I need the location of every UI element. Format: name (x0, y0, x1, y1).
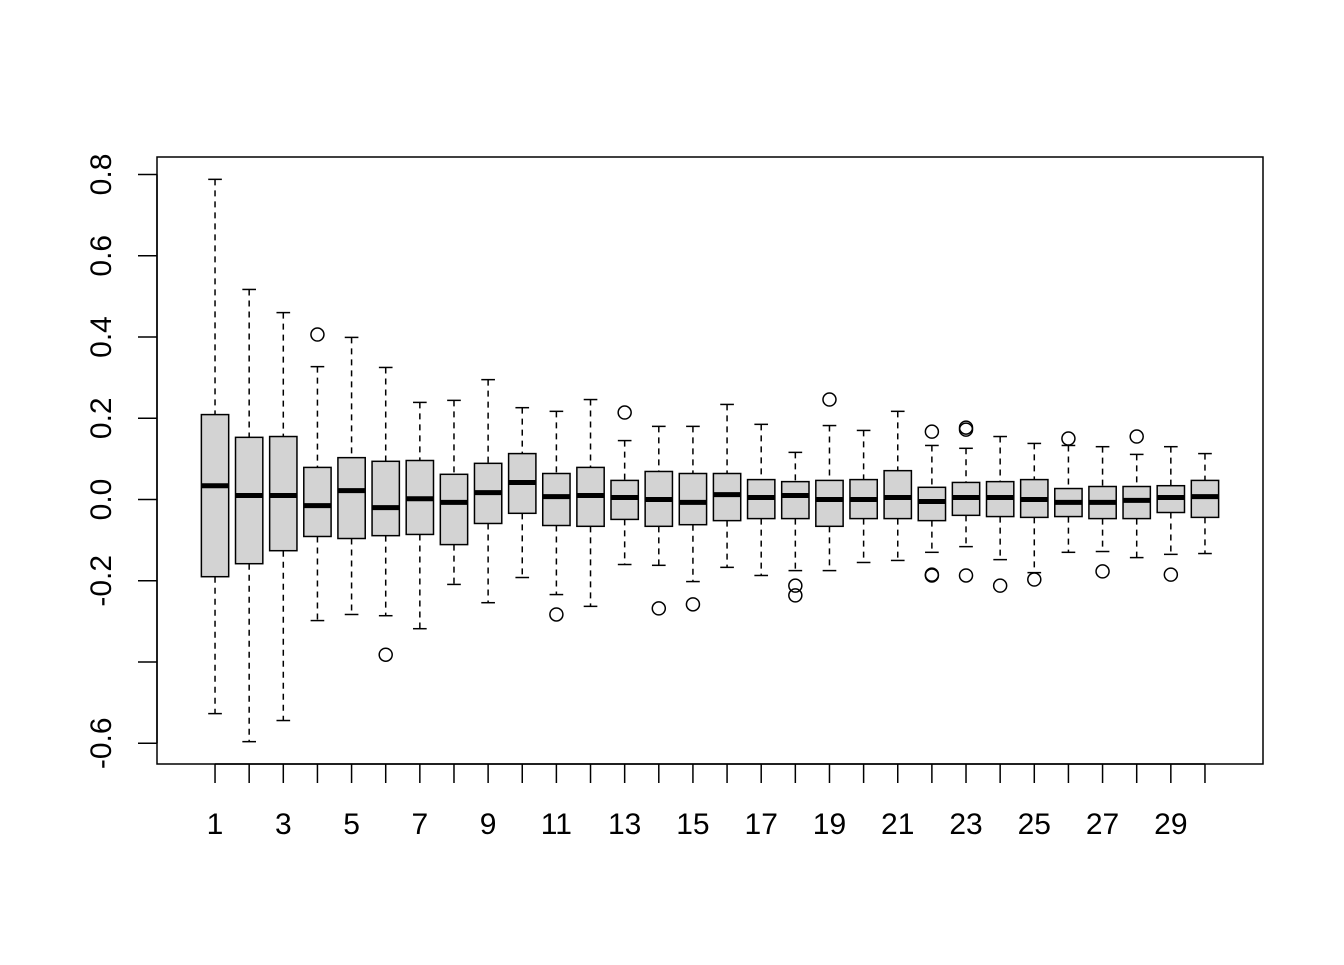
box-30 (1190, 452, 1220, 555)
box-28 (1122, 429, 1152, 559)
box-iqr (678, 472, 708, 526)
y-tick-label: 0.2 (85, 397, 118, 439)
box-iqr (371, 460, 401, 537)
y-tick-label: -0.6 (85, 717, 118, 769)
box-10 (507, 406, 537, 579)
box-17 (746, 423, 776, 577)
outlier-point (1095, 564, 1110, 579)
box-iqr (815, 479, 844, 528)
x-tick-label: 5 (343, 808, 360, 841)
box-27 (1088, 445, 1117, 579)
outlier-point (958, 422, 974, 437)
outlier-point (685, 597, 701, 612)
x-tick-label: 1 (207, 808, 224, 841)
box-12 (576, 398, 605, 608)
outlier-point (651, 601, 667, 616)
x-tick-label: 21 (881, 808, 914, 841)
box-5 (337, 336, 366, 616)
outlier-point (1129, 429, 1144, 444)
box-14 (644, 425, 674, 616)
box-iqr (883, 469, 913, 520)
box-iqr (541, 472, 571, 527)
x-tick-label: 17 (745, 808, 778, 841)
x-tick-label: 13 (608, 808, 641, 841)
box-iqr (234, 436, 264, 565)
outlier-point (822, 392, 837, 407)
box-9 (473, 378, 503, 604)
x-tick-label: 29 (1154, 808, 1187, 841)
outlier-point (1027, 572, 1042, 587)
x-tick-label: 7 (412, 808, 429, 841)
box-25 (1019, 442, 1049, 587)
box-24 (985, 435, 1015, 593)
x-tick-label: 19 (813, 808, 846, 841)
y-tick-label: -0.2 (85, 555, 118, 607)
box-16 (712, 403, 742, 569)
outlier-point (924, 568, 940, 583)
x-tick-label: 3 (275, 808, 292, 841)
box-13 (610, 405, 640, 566)
outlier-point (1061, 431, 1076, 446)
box-19 (815, 392, 844, 572)
outlier-point (992, 578, 1008, 593)
box-4 (303, 327, 332, 622)
box-iqr (337, 456, 366, 540)
x-tick-label: 25 (1018, 808, 1051, 841)
outlier-point (378, 647, 393, 662)
box-iqr (439, 473, 469, 546)
plot-frame (156, 156, 1264, 765)
box-2 (234, 288, 264, 743)
outlier-point (1163, 567, 1179, 582)
box-23 (951, 420, 981, 583)
box-11 (541, 410, 571, 622)
x-tick-label: 27 (1086, 808, 1119, 841)
outlier-point (310, 327, 325, 342)
outlier-point (617, 405, 632, 420)
x-tick-label: 23 (949, 808, 982, 841)
box-iqr (303, 466, 332, 538)
box-18 (780, 451, 810, 603)
box-6 (371, 366, 401, 662)
outlier-point (958, 568, 974, 583)
box-22 (917, 424, 947, 583)
y-tick-label: 0.0 (85, 479, 118, 521)
y-tick-label: 0.8 (85, 154, 118, 196)
x-tick-label: 9 (480, 808, 497, 841)
y-tick-label: 0.4 (85, 316, 118, 358)
outlier-point (549, 607, 564, 622)
box-8 (439, 399, 469, 586)
box-20 (849, 429, 879, 564)
box-1 (200, 178, 230, 715)
box-26 (1054, 431, 1083, 554)
box-7 (405, 401, 435, 630)
outlier-point (924, 424, 940, 439)
outlier-point (788, 578, 803, 593)
x-tick-label: 11 (541, 808, 572, 841)
y-tick-label: 0.6 (85, 235, 118, 277)
outlier-point (788, 588, 803, 603)
box-iqr (780, 480, 810, 520)
box-21 (883, 410, 913, 562)
box-29 (1156, 445, 1186, 582)
x-tick-label: 15 (676, 808, 709, 841)
box-iqr (200, 413, 230, 578)
box-3 (268, 311, 298, 722)
box-15 (678, 425, 708, 612)
